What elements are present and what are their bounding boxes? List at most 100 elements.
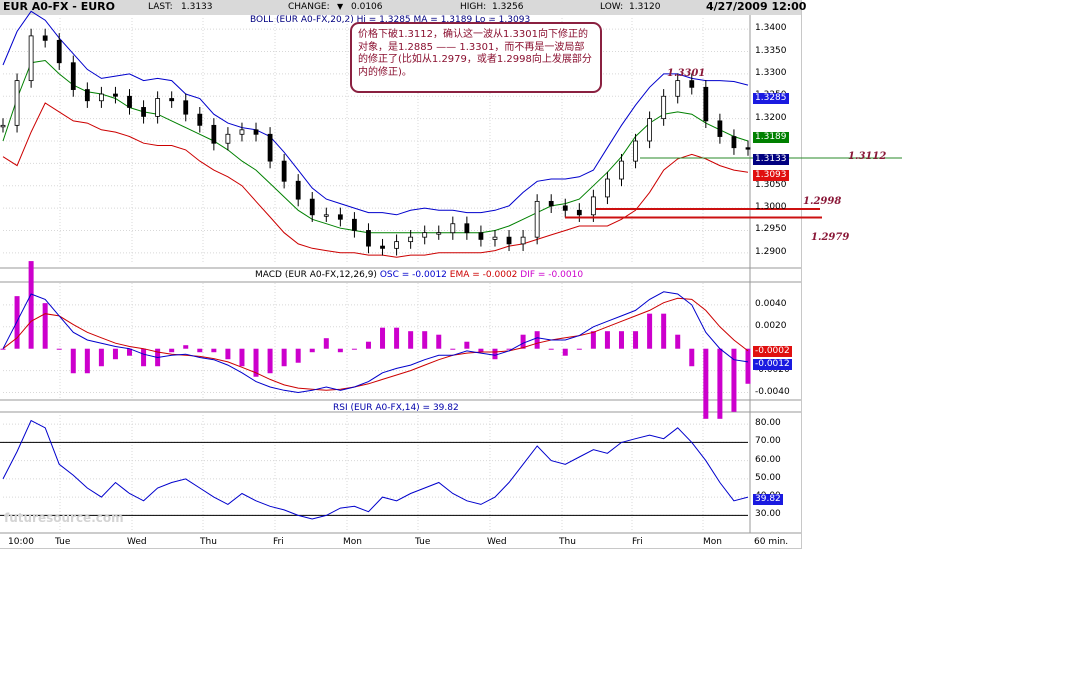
price-candle — [366, 230, 371, 247]
macd-osc-tag: -0.0012 — [753, 359, 792, 370]
macd-histogram-bar — [351, 348, 357, 350]
price-candle — [197, 113, 203, 126]
y-tick-label: 1.2900 — [755, 246, 787, 257]
price-candle — [323, 214, 329, 217]
price-candle — [661, 95, 667, 120]
macd-histogram-bar — [492, 348, 498, 360]
macd-histogram-bar — [225, 348, 231, 360]
price-candle — [492, 236, 498, 240]
price-candle — [380, 245, 385, 249]
price-candle — [253, 129, 259, 135]
macd-histogram-bar — [56, 348, 62, 350]
price-candle — [590, 196, 596, 216]
boll-hi-line — [2, 10, 749, 216]
macd-histogram-bar — [309, 348, 315, 353]
macd-histogram-bar — [618, 331, 624, 349]
macd-histogram-bar — [731, 348, 737, 412]
x-tick-label: Tue — [415, 537, 431, 547]
macd-histogram-bar — [281, 348, 287, 367]
y-tick-label: 70.00 — [755, 436, 781, 447]
y-tick-label: -0.0040 — [755, 386, 790, 397]
price-candle — [295, 180, 301, 200]
x-tick-label: Tue — [55, 537, 71, 547]
macd-histogram-bar — [84, 348, 90, 374]
macd-dif-label: DIF = -0.0010 — [520, 270, 584, 280]
x-tick-label: Wed — [487, 537, 507, 547]
price-candle — [717, 120, 723, 137]
symbol-title: EUR A0-FX - EURO — [3, 0, 115, 13]
macd-histogram-bar — [450, 348, 456, 350]
x-tick-label: Mon — [703, 537, 722, 547]
macd-histogram-bar — [717, 348, 723, 419]
rsi-panel-title: RSI (EUR A0-FX,14) = 39.82 — [333, 403, 459, 413]
macd-ema-tag: -0.0002 — [753, 346, 792, 357]
price-candle — [745, 147, 751, 150]
price-candle — [113, 93, 118, 97]
x-tick-label: 60 min. — [754, 537, 789, 547]
annotation-note: 价格下破1.3112，确认这一波从1.3301向下修正的对象，是1.2885 —… — [350, 22, 602, 93]
price-candle — [155, 98, 161, 117]
macd-histogram-bar — [169, 348, 175, 353]
y-tick-label: 1.3350 — [755, 45, 787, 56]
last-price-tag: 1.3133 — [753, 154, 789, 165]
last-label: LAST: — [148, 2, 173, 12]
macd-line — [2, 291, 749, 394]
rsi-line — [2, 419, 749, 520]
price-candle — [42, 35, 48, 41]
boll-lo-line — [2, 102, 749, 258]
macd-histogram-bar — [478, 348, 484, 353]
price-candle — [506, 236, 512, 245]
price-candle — [183, 100, 189, 115]
high-value: 1.3256 — [492, 2, 524, 12]
price-candle — [534, 200, 540, 238]
macd-histogram-bar — [604, 331, 610, 349]
macd-panel-title: MACD (EUR A0-FX,12,26,9) OSC = -0.0012 E… — [255, 270, 583, 280]
price-candle — [337, 214, 343, 220]
support-annotation: 1.3112 — [848, 151, 887, 162]
price-candle — [28, 35, 34, 82]
price-candle — [394, 241, 399, 249]
macd-histogram-bar — [394, 327, 400, 349]
x-tick-label: Thu — [200, 537, 217, 547]
macd-histogram-bar — [365, 341, 371, 349]
down-arrow-icon: ▼ — [337, 2, 344, 11]
price-candle — [576, 209, 582, 216]
macd-histogram-bar — [745, 348, 751, 384]
boll-ma-tag: 1.3189 — [753, 132, 789, 143]
macd-histogram-bar — [112, 348, 118, 360]
price-candle — [84, 89, 90, 102]
price-candle — [689, 80, 695, 88]
x-tick-label: Thu — [559, 537, 576, 547]
y-tick-label: 1.3000 — [755, 202, 787, 213]
boll-lo-tag: 1.3093 — [753, 170, 789, 181]
rsi-panel — [0, 419, 749, 520]
macd-histogram-bar — [253, 348, 259, 377]
price-candle — [281, 160, 287, 182]
y-tick-label: 0.0040 — [755, 298, 787, 309]
macd-histogram-bar — [239, 348, 245, 367]
y-tick-label: 50.00 — [755, 472, 781, 483]
price-candle — [520, 236, 526, 245]
macd-histogram-bar — [464, 341, 470, 349]
macd-histogram-bar — [28, 261, 34, 349]
price-candle — [703, 86, 709, 122]
price-candle — [436, 232, 442, 235]
low-label: LOW: — [600, 2, 624, 12]
last-value: 1.3133 — [181, 2, 213, 12]
macd-histogram-bar — [408, 331, 414, 349]
macd-histogram-bar — [506, 348, 512, 350]
x-tick-label: Fri — [632, 537, 643, 547]
macd-histogram-bar — [337, 348, 343, 353]
x-tick-label: 10:00 — [8, 537, 34, 547]
level-1-2979-annotation: 1.2979 — [811, 232, 850, 243]
price-candle — [464, 223, 470, 234]
x-tick-label: Wed — [127, 537, 147, 547]
macd-ema-label: EMA = -0.0002 — [449, 270, 518, 280]
price-candle — [478, 232, 484, 240]
macd-ema-line — [2, 297, 749, 391]
x-tick-label: Fri — [273, 537, 284, 547]
price-candle — [548, 200, 554, 207]
price-candle — [56, 39, 62, 64]
price-candle — [408, 236, 414, 243]
macd-histogram-bar — [647, 313, 653, 349]
